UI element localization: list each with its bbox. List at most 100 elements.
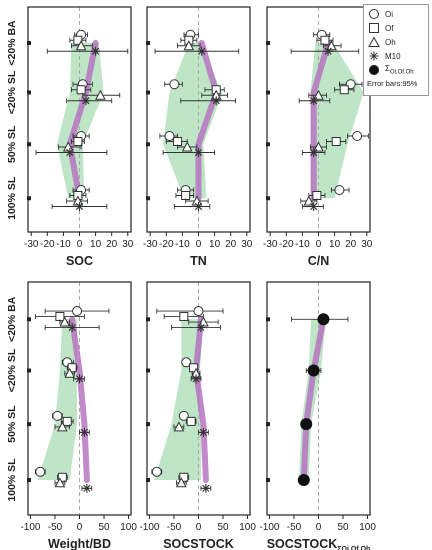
x-tick-label: -10 [175, 239, 190, 250]
m10-marker [194, 202, 203, 211]
m10-marker [198, 427, 208, 437]
m10-marker [309, 202, 319, 211]
m10-marker [323, 46, 333, 56]
legend-label-oh: Oh [385, 37, 396, 47]
of-marker [179, 312, 189, 322]
legend-item-m10: M10 [367, 49, 425, 63]
y-tick [266, 368, 270, 373]
of-marker [331, 137, 341, 146]
m10-marker [82, 483, 92, 493]
of-marker [179, 472, 189, 482]
series-m10 [154, 46, 240, 211]
x-tick-label: -10 [56, 239, 71, 250]
m10-marker [309, 96, 319, 106]
series-m10 [35, 46, 129, 211]
oh-marker [54, 477, 66, 488]
m10-marker [191, 374, 201, 384]
y-tick [266, 478, 270, 483]
of-marker [173, 137, 183, 146]
oh-marker [57, 421, 68, 432]
star-stroke [75, 202, 84, 211]
error-bar [173, 204, 211, 209]
trend-line [310, 40, 332, 202]
x-tick-label: 10 [90, 239, 102, 250]
y-tick [266, 196, 270, 201]
legend-label-sum: ΣOi,Of,Oh [385, 64, 414, 76]
of-marker [57, 472, 67, 482]
star-marker-icon [369, 51, 379, 61]
oh-marker [303, 195, 315, 206]
x-axis-label: SOC [66, 254, 93, 268]
of-marker [189, 363, 199, 373]
star-stroke [192, 375, 200, 383]
y-category-label: <20% BA [6, 20, 18, 66]
y-tick [27, 368, 31, 373]
y-category-label: <20% BA [6, 296, 18, 342]
legend-label-m10: M10 [385, 51, 401, 61]
y-category-label: <20% SL [6, 348, 18, 392]
error-bar [171, 325, 222, 331]
x-axis-label: TN [190, 254, 207, 268]
series-oh [54, 316, 76, 488]
oi-marker [352, 131, 363, 141]
series--oi-of-oh [291, 313, 349, 487]
x-tick-label: 0 [196, 239, 202, 250]
confidence-band [154, 319, 204, 480]
y-category-label: 50% SL [6, 125, 18, 163]
error-bar [156, 308, 224, 314]
y-tick [146, 41, 150, 45]
y-tick [146, 368, 150, 373]
y-category-label: 50% SL [6, 405, 18, 443]
confidence-band [37, 319, 77, 480]
x-tick-label: 30 [241, 239, 253, 250]
star-stroke [198, 47, 206, 55]
error-bar [46, 48, 129, 54]
of-marker [62, 416, 72, 426]
y-tick [146, 422, 150, 427]
y-tick [146, 90, 150, 95]
of-marker [339, 85, 349, 95]
x-tick-label: -50 [48, 522, 63, 533]
x-tick-label: -20 [159, 239, 174, 250]
error-bar [154, 48, 240, 54]
oh-marker [173, 421, 185, 432]
circle-marker-icon [369, 9, 379, 19]
oi-marker [151, 466, 162, 477]
y-tick [266, 41, 270, 45]
oh-marker [75, 40, 87, 51]
x-tick-label: 0 [77, 239, 83, 250]
triangle-marker-icon [368, 36, 380, 47]
y-tick [27, 142, 31, 147]
series-m10 [171, 323, 222, 493]
y-category-labels-bottom: <20% BA <20% SL 50% SL 100% SL [6, 296, 18, 501]
trend-line [193, 316, 209, 483]
x-tick-label: -100 [20, 522, 40, 533]
y-tick [266, 90, 270, 95]
series-of [163, 312, 204, 482]
star-stroke [197, 323, 205, 332]
x-tick-label: 0 [316, 239, 322, 250]
m10-marker [194, 148, 203, 157]
star-stroke [83, 484, 91, 492]
y-tick [146, 142, 150, 147]
series-m10 [44, 323, 100, 493]
oi-marker [72, 306, 83, 317]
star-stroke [310, 148, 318, 157]
x-axis-label: SOCSTOCK [163, 537, 234, 550]
x-tick-label: 10 [329, 239, 341, 250]
star-stroke [310, 202, 318, 211]
star-stroke [212, 97, 220, 105]
x-tick-label: -30 [143, 239, 158, 250]
x-tick-label: -30 [24, 239, 39, 250]
oi-marker [193, 306, 204, 317]
x-tick-label: 10 [209, 239, 221, 250]
x-tick-label: -100 [259, 522, 279, 533]
series-oi [159, 29, 199, 195]
oi-marker [178, 410, 189, 421]
y-category-label: 100% SL [6, 458, 18, 502]
star-stroke [202, 484, 210, 492]
m10-marker [67, 323, 77, 333]
panel-3: -30 -20 -10 0 10 20 30 C/N [263, 6, 373, 268]
x-tick-label: 20 [225, 239, 237, 250]
